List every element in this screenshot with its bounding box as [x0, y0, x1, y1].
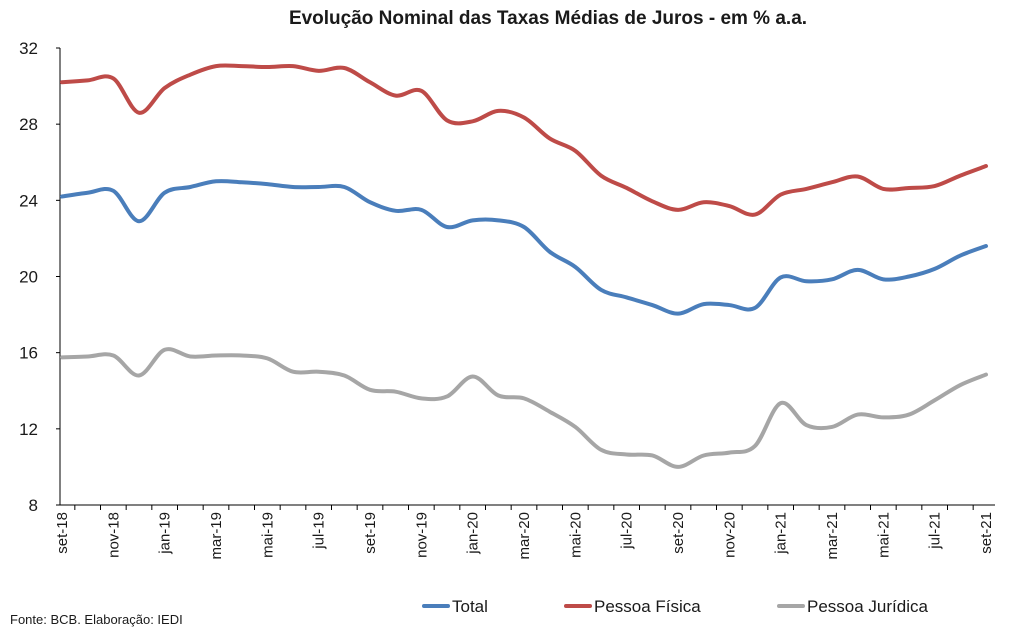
x-tick-label: set-20: [670, 512, 687, 554]
x-tick-label: jan-21: [773, 512, 790, 555]
x-tick-label: jan-19: [157, 512, 174, 555]
x-tick-label: mai-20: [567, 512, 584, 558]
series-layer: [60, 63, 988, 469]
legend-item-pessoa-fisica: Pessoa Física: [564, 597, 701, 616]
x-tick-label: mai-19: [259, 512, 276, 558]
y-tick-label: 28: [19, 115, 38, 134]
y-tick-label: 20: [19, 268, 38, 287]
series-line-pessoa-fisica: [60, 63, 988, 217]
x-tick-label: mai-21: [875, 512, 892, 558]
legend-label: Pessoa Jurídica: [807, 597, 928, 616]
axes: 8 12 16 20 24 28 32 set-18 nov-18 jan-19 mar-19 mai…: [19, 39, 995, 560]
source-note: Fonte: BCB. Elaboração: IEDI: [10, 612, 183, 627]
legend-item-total: Total: [422, 597, 488, 616]
x-tick-label: set-18: [54, 512, 71, 554]
x-tick-label: set-19: [362, 512, 379, 554]
x-tick-label: mar-19: [208, 512, 225, 560]
x-tick-label: mar-20: [516, 512, 533, 560]
legend-label: Total: [452, 597, 488, 616]
x-tick-label: nov-20: [721, 512, 738, 558]
x-tick-label: jul-20: [619, 512, 636, 550]
legend: Total Pessoa Física Pessoa Jurídica: [422, 597, 928, 616]
y-tick-label: 16: [19, 344, 38, 363]
y-tick-label: 32: [19, 39, 38, 58]
x-tick-label: nov-18: [105, 512, 122, 558]
x-tick-label: mar-21: [824, 512, 841, 560]
y-tick-label: 12: [19, 420, 38, 439]
x-tick-label: jul-19: [311, 512, 328, 550]
x-tick-label: nov-19: [413, 512, 430, 558]
y-tick-label: 8: [29, 496, 38, 515]
series-line-pessoa-juridica: [60, 347, 988, 469]
legend-item-pessoa-juridica: Pessoa Jurídica: [777, 597, 928, 616]
series-line-total: [60, 179, 988, 316]
x-tick-label: set-21: [978, 512, 995, 554]
legend-label: Pessoa Física: [594, 597, 701, 616]
x-tick-label: jan-20: [465, 512, 482, 555]
x-tick-label: jul-21: [927, 512, 944, 550]
chart-title: Evolução Nominal das Taxas Médias de Jur…: [289, 8, 807, 29]
y-tick-label: 24: [19, 191, 38, 210]
